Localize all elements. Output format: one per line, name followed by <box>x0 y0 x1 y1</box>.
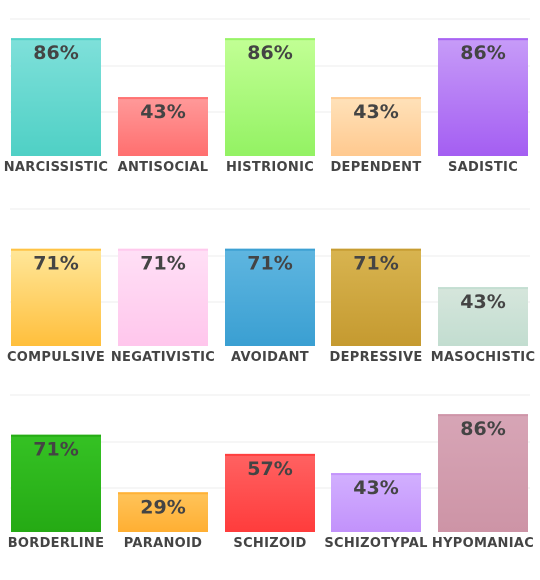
bar-value-label: 71% <box>140 253 185 275</box>
category-label: SADISTIC <box>448 160 518 175</box>
bar-schizoid <box>225 453 315 532</box>
bar-value-label: 86% <box>460 418 505 440</box>
category-label: HYPOMANIAC <box>432 536 534 551</box>
chart-svg-3: 71% BORDERLINE 29% PARANOID 57% SCHIZOID 43% SC… <box>8 394 534 551</box>
category-label: SCHIZOID <box>233 536 306 551</box>
bar-chart-group-1: 86% NARCISSISTIC 43% ANTISOCIAL 86% HISTRIONI… <box>0 0 540 175</box>
bar-value-label: 71% <box>33 439 78 461</box>
category-label: SCHIZOTYPAL <box>324 536 427 551</box>
category-label: DEPENDENT <box>330 160 421 175</box>
bar-value-label: 43% <box>140 101 185 123</box>
bar-value-label: 43% <box>353 477 398 499</box>
category-label: AVOIDANT <box>231 350 309 365</box>
category-label: NARCISSISTIC <box>4 160 109 175</box>
bar-hypomaniac <box>438 414 528 532</box>
bar-depressive <box>331 248 421 346</box>
bar-histrionic <box>225 38 315 156</box>
bar-value-label: 43% <box>353 101 398 123</box>
bar-masochistic <box>438 287 528 346</box>
bar-top-edge <box>118 492 208 495</box>
bar-chart-group-3: 71% BORDERLINE 29% PARANOID 57% SCHIZOID 43% SC… <box>0 376 540 551</box>
bar-antisocial <box>118 97 208 156</box>
bar-value-label: 86% <box>247 42 292 64</box>
bar-schizotypal <box>331 473 421 532</box>
bar-top-edge <box>225 453 315 456</box>
bar-value-label: 43% <box>460 291 505 313</box>
bar-borderline <box>11 434 101 532</box>
category-label: MASOCHISTIC <box>431 350 536 365</box>
category-label: DEPRESSIVE <box>329 350 422 365</box>
bar-chart-group-2: 71% COMPULSIVE 71% NEGATIVISTIC 71% AVOIDANT 7… <box>0 190 540 365</box>
bar-top-edge <box>11 38 101 41</box>
category-label: PARANOID <box>124 536 202 551</box>
bar-dependent <box>331 97 421 156</box>
bar-top-edge <box>331 97 421 100</box>
bar-value-label: 71% <box>353 253 398 275</box>
bar-top-edge <box>118 248 208 251</box>
bar-value-label: 29% <box>140 496 185 518</box>
bar-compulsive <box>11 248 101 346</box>
bar-negativistic <box>118 248 208 346</box>
bar-value-label: 86% <box>460 42 505 64</box>
bar-sadistic <box>438 38 528 156</box>
category-label: COMPULSIVE <box>7 350 105 365</box>
category-label: BORDERLINE <box>8 536 105 551</box>
bar-top-edge <box>118 97 208 100</box>
bar-top-edge <box>438 38 528 41</box>
bar-top-edge <box>225 248 315 251</box>
bar-value-label: 71% <box>247 253 292 275</box>
category-label: ANTISOCIAL <box>118 160 209 175</box>
bar-top-edge <box>225 38 315 41</box>
chart-svg-1: 86% NARCISSISTIC 43% ANTISOCIAL 86% HISTRIONI… <box>4 18 530 175</box>
bar-value-label: 71% <box>33 253 78 275</box>
bar-top-edge <box>11 248 101 251</box>
category-label: NEGATIVISTIC <box>111 350 215 365</box>
bar-top-edge <box>438 414 528 417</box>
bar-narcissistic <box>11 38 101 156</box>
bar-value-label: 57% <box>247 458 292 480</box>
category-label: HISTRIONIC <box>226 160 314 175</box>
bar-top-edge <box>438 287 528 290</box>
bar-avoidant <box>225 248 315 346</box>
bar-top-edge <box>11 434 101 437</box>
bar-top-edge <box>331 248 421 251</box>
chart-svg-2: 71% COMPULSIVE 71% NEGATIVISTIC 71% AVOIDANT 7… <box>7 208 536 365</box>
bar-paranoid <box>118 492 208 532</box>
bar-top-edge <box>331 473 421 476</box>
bar-value-label: 86% <box>33 42 78 64</box>
